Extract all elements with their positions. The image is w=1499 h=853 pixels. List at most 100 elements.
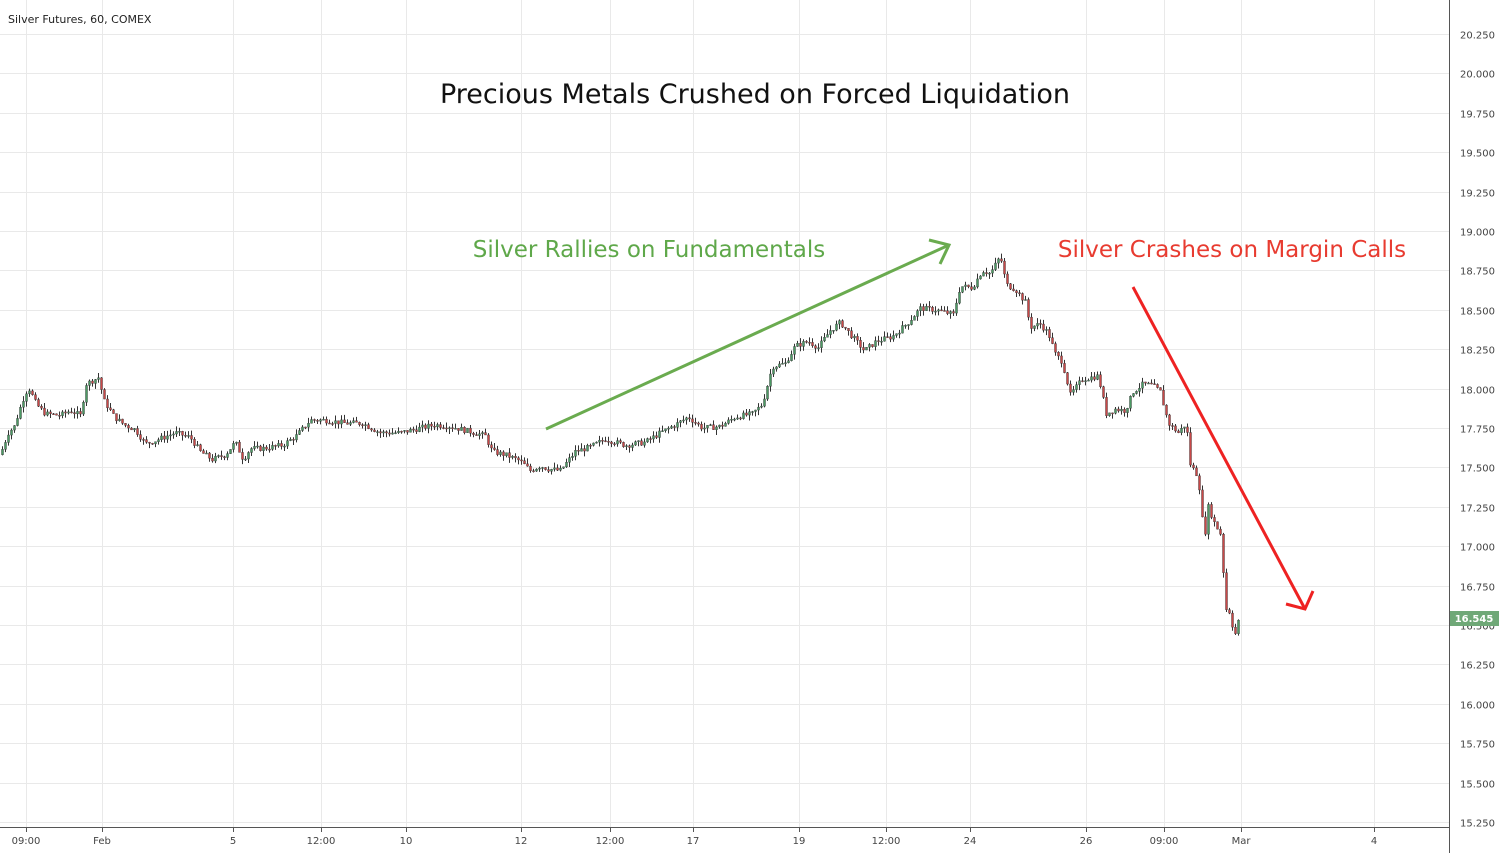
candle-body-up <box>898 332 901 335</box>
candle <box>1135 390 1138 395</box>
candle <box>46 409 49 417</box>
candle-body-up <box>913 316 916 321</box>
candle <box>34 392 37 401</box>
candle-body-down <box>1009 283 1012 290</box>
candle-body-down <box>547 469 550 472</box>
candle-body-up <box>1084 380 1087 382</box>
candle <box>124 422 127 428</box>
x-tick-label: 5 <box>230 836 236 847</box>
candle-body-up <box>973 286 976 290</box>
candle <box>532 468 535 473</box>
candle <box>91 379 94 387</box>
candle-body-down <box>316 420 319 422</box>
candle-body-up <box>643 441 646 446</box>
candle <box>1216 521 1219 530</box>
candle <box>721 421 724 430</box>
candle-body-down <box>151 443 154 445</box>
candle <box>718 424 721 429</box>
candle-body-up <box>499 451 502 455</box>
candle <box>178 427 181 437</box>
y-tick-label: 16.500 <box>1460 622 1495 633</box>
candle <box>394 430 397 435</box>
candle-body-up <box>157 439 160 442</box>
candle <box>787 357 790 364</box>
candle <box>613 441 616 447</box>
candle <box>484 428 487 436</box>
candle-body-down <box>805 341 808 343</box>
candle <box>76 406 79 419</box>
candle <box>412 426 415 433</box>
candle <box>616 437 619 447</box>
candle-body-down <box>1111 412 1114 415</box>
candle-body-up <box>961 286 964 293</box>
candle-body-up <box>949 311 952 314</box>
candle-body-down <box>1165 404 1168 416</box>
candle-body-down <box>424 424 427 429</box>
candle-body-up <box>652 435 655 440</box>
candle-body-down <box>1051 337 1054 344</box>
candle <box>391 428 394 435</box>
candle <box>580 443 583 452</box>
candle-body-up <box>736 417 739 420</box>
candle-body-down <box>202 450 205 454</box>
candle <box>805 340 808 344</box>
candle <box>295 429 298 443</box>
last-price-tag[interactable]: 16.545 <box>1450 611 1499 626</box>
candle-body-up <box>829 330 832 335</box>
candle <box>853 334 856 342</box>
candle <box>862 342 865 354</box>
candle <box>457 428 460 435</box>
x-axis-labels[interactable]: 09:00 Feb 5 12:00 10 12 12:00 17 19 12:00 24 26 09:0… <box>12 827 1378 847</box>
candle-body-up <box>397 430 400 433</box>
candle <box>337 420 340 429</box>
candle <box>571 452 574 461</box>
candle <box>769 369 772 392</box>
candle <box>1063 359 1066 374</box>
candle <box>1189 427 1192 468</box>
candle <box>757 403 760 416</box>
candle <box>589 443 592 449</box>
candle-body-up <box>394 432 397 434</box>
y-tick-label: 18.250 <box>1460 346 1495 357</box>
candle-body-down <box>1162 390 1165 406</box>
candle-body-down <box>1030 316 1033 329</box>
candle-body-up <box>4 442 7 450</box>
candle <box>784 358 787 367</box>
y-tick-label: 20.250 <box>1460 31 1495 42</box>
candle <box>1129 395 1132 412</box>
candle-body-up <box>625 445 628 447</box>
candle <box>709 423 712 426</box>
candle <box>1075 381 1078 393</box>
candle-body-down <box>1219 528 1222 535</box>
candle <box>487 433 490 448</box>
candle <box>340 415 343 429</box>
candle <box>1204 511 1207 537</box>
y-axis-labels[interactable]: 15.250 15.500 15.750 16.000 16.250 16.500 16.7… <box>1460 31 1495 830</box>
candle-body-up <box>418 426 421 432</box>
candle-body-down <box>517 457 520 461</box>
candle-body-up <box>994 262 997 270</box>
candle <box>739 416 742 421</box>
candle <box>145 436 148 444</box>
candle-body-down <box>40 406 43 409</box>
candle <box>601 437 604 445</box>
candle-body-down <box>967 284 970 287</box>
candle-body-up <box>592 442 595 446</box>
candle <box>1168 413 1171 431</box>
candle <box>547 466 550 474</box>
candle-body-down <box>487 434 490 445</box>
candle-body-up <box>553 467 556 470</box>
candle-body-up <box>1045 329 1048 331</box>
candle <box>31 389 34 396</box>
candle <box>382 429 385 438</box>
candle <box>538 466 541 472</box>
candle <box>1201 485 1204 518</box>
candle-body-up <box>310 419 313 424</box>
candle-body-down <box>1153 383 1156 385</box>
candle-body-up <box>757 406 760 411</box>
candle <box>196 441 199 447</box>
candle-body-down <box>841 320 844 328</box>
y-tick-label: 16.750 <box>1460 583 1495 594</box>
candle-body-down <box>1216 521 1219 530</box>
candle-body-down <box>223 456 226 458</box>
